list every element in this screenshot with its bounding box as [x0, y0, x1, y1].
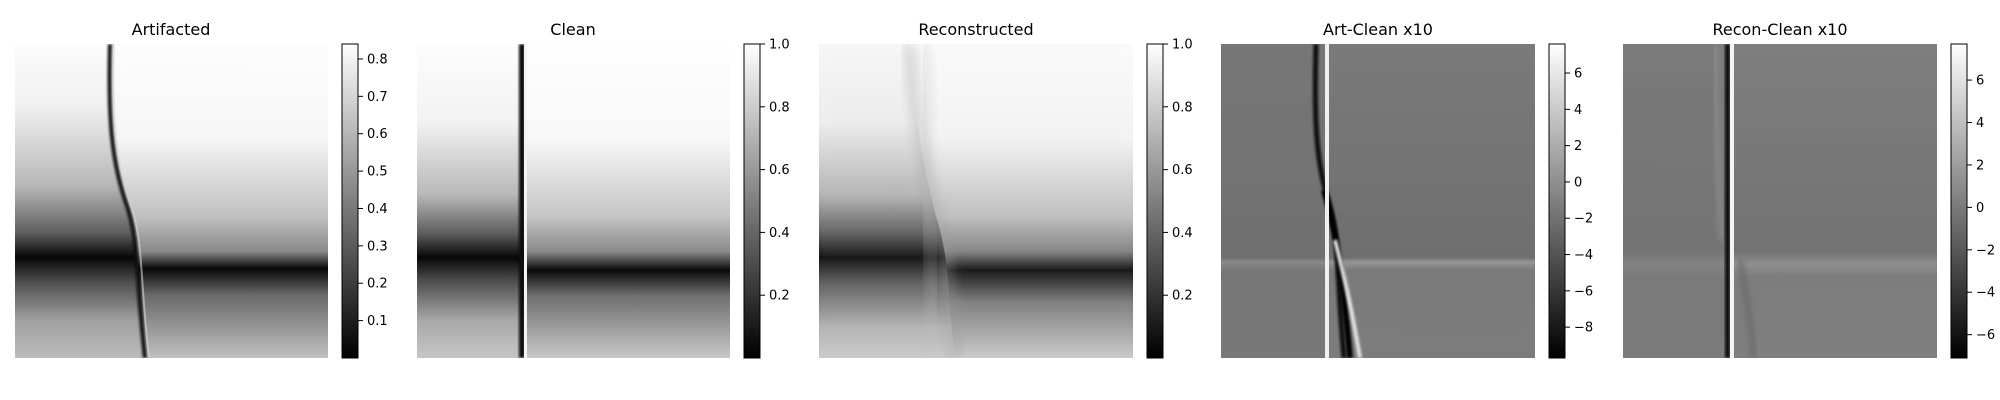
colorbar-tick-label: 0	[1574, 175, 1582, 190]
colorbar-tick-label: −6	[1976, 328, 1995, 343]
colorbar-tick-label: 0.4	[367, 202, 388, 217]
colorbar-tick-label: 0.2	[367, 277, 388, 292]
panel-title: Recon-Clean x10	[1712, 20, 1847, 39]
colorbar-tick-label: 4	[1976, 116, 1984, 131]
panel-title: Art-Clean x10	[1323, 20, 1433, 39]
heatmap-image	[1623, 44, 1937, 358]
heatmap-image	[819, 44, 1133, 358]
colorbar-tick-label: −4	[1976, 286, 1995, 301]
colorbar-tick-label: 6	[1574, 67, 1582, 82]
colorbar-tick-label: 0	[1976, 201, 1984, 216]
colorbar-tick-label: −8	[1574, 321, 1593, 336]
panel-clean: Clean 0.2 0.4 0.6 0.8 1.0	[417, 20, 790, 359]
colorbar: −6 −4 −2 0 2 4 6	[1950, 43, 1995, 359]
colorbar-tick-label: 0.4	[1172, 226, 1193, 241]
colorbar: 0.1 0.2 0.3 0.4 0.5 0.6 0.7 0.8	[341, 43, 388, 359]
panel-art-clean: Art-Clean x10 −8 −6 −4 −2 0 2 4 6	[1221, 20, 1593, 359]
colorbar-tick-label: 1.0	[1172, 38, 1193, 53]
colorbar-tick-label: −6	[1574, 284, 1593, 299]
colorbar-tick-label: 0.8	[367, 52, 388, 67]
colorbar-tick-label: −2	[1976, 243, 1995, 258]
panel-recon-clean: Recon-Clean x10 −6 −4 −2 0 2 4 6	[1623, 20, 1995, 359]
heatmap-image	[15, 44, 328, 358]
colorbar-tick-label: 0.8	[1172, 100, 1193, 115]
colorbar-tick-label: 0.2	[769, 289, 790, 304]
colorbar-tick-label: 0.6	[769, 163, 790, 178]
panel-title: Artifacted	[132, 20, 211, 39]
colorbar-tick-label: 0.8	[769, 100, 790, 115]
colorbar-tick-label: −2	[1574, 212, 1593, 227]
panel-reconstructed: Reconstructed 0.2 0.4 0.6 0.8 1.0	[819, 20, 1193, 359]
colorbar-tick-label: 1.0	[769, 38, 790, 53]
colorbar-tick-label: 0.3	[367, 239, 388, 254]
colorbar-tick-label: 4	[1574, 103, 1582, 118]
colorbar-tick-label: 2	[1574, 139, 1582, 154]
heatmap-image	[417, 44, 730, 358]
colorbar-tick-label: 0.5	[367, 165, 388, 180]
colorbar-tick-label: −4	[1574, 248, 1593, 263]
colorbar-tick-label: 6	[1976, 74, 1984, 89]
colorbar-tick-label: 0.7	[367, 90, 388, 105]
colorbar: −8 −6 −4 −2 0 2 4 6	[1548, 43, 1593, 359]
panel-title: Clean	[550, 20, 595, 39]
colorbar-tick-label: 0.6	[1172, 163, 1193, 178]
colorbar: 0.2 0.4 0.6 0.8 1.0	[743, 38, 790, 359]
panel-title: Reconstructed	[918, 20, 1033, 39]
colorbar: 0.2 0.4 0.6 0.8 1.0	[1146, 38, 1193, 359]
panel-artifacted: Artifacted 0.1 0.2 0.3 0.4 0.5 0.6 0.7 0.8	[15, 20, 388, 359]
heatmap-image	[1221, 44, 1535, 358]
colorbar-tick-label: 0.6	[367, 127, 388, 142]
colorbar-tick-label: 0.2	[1172, 289, 1193, 304]
colorbar-tick-label: 0.4	[769, 226, 790, 241]
colorbar-tick-label: 2	[1976, 158, 1984, 173]
colorbar-tick-label: 0.1	[367, 314, 388, 329]
